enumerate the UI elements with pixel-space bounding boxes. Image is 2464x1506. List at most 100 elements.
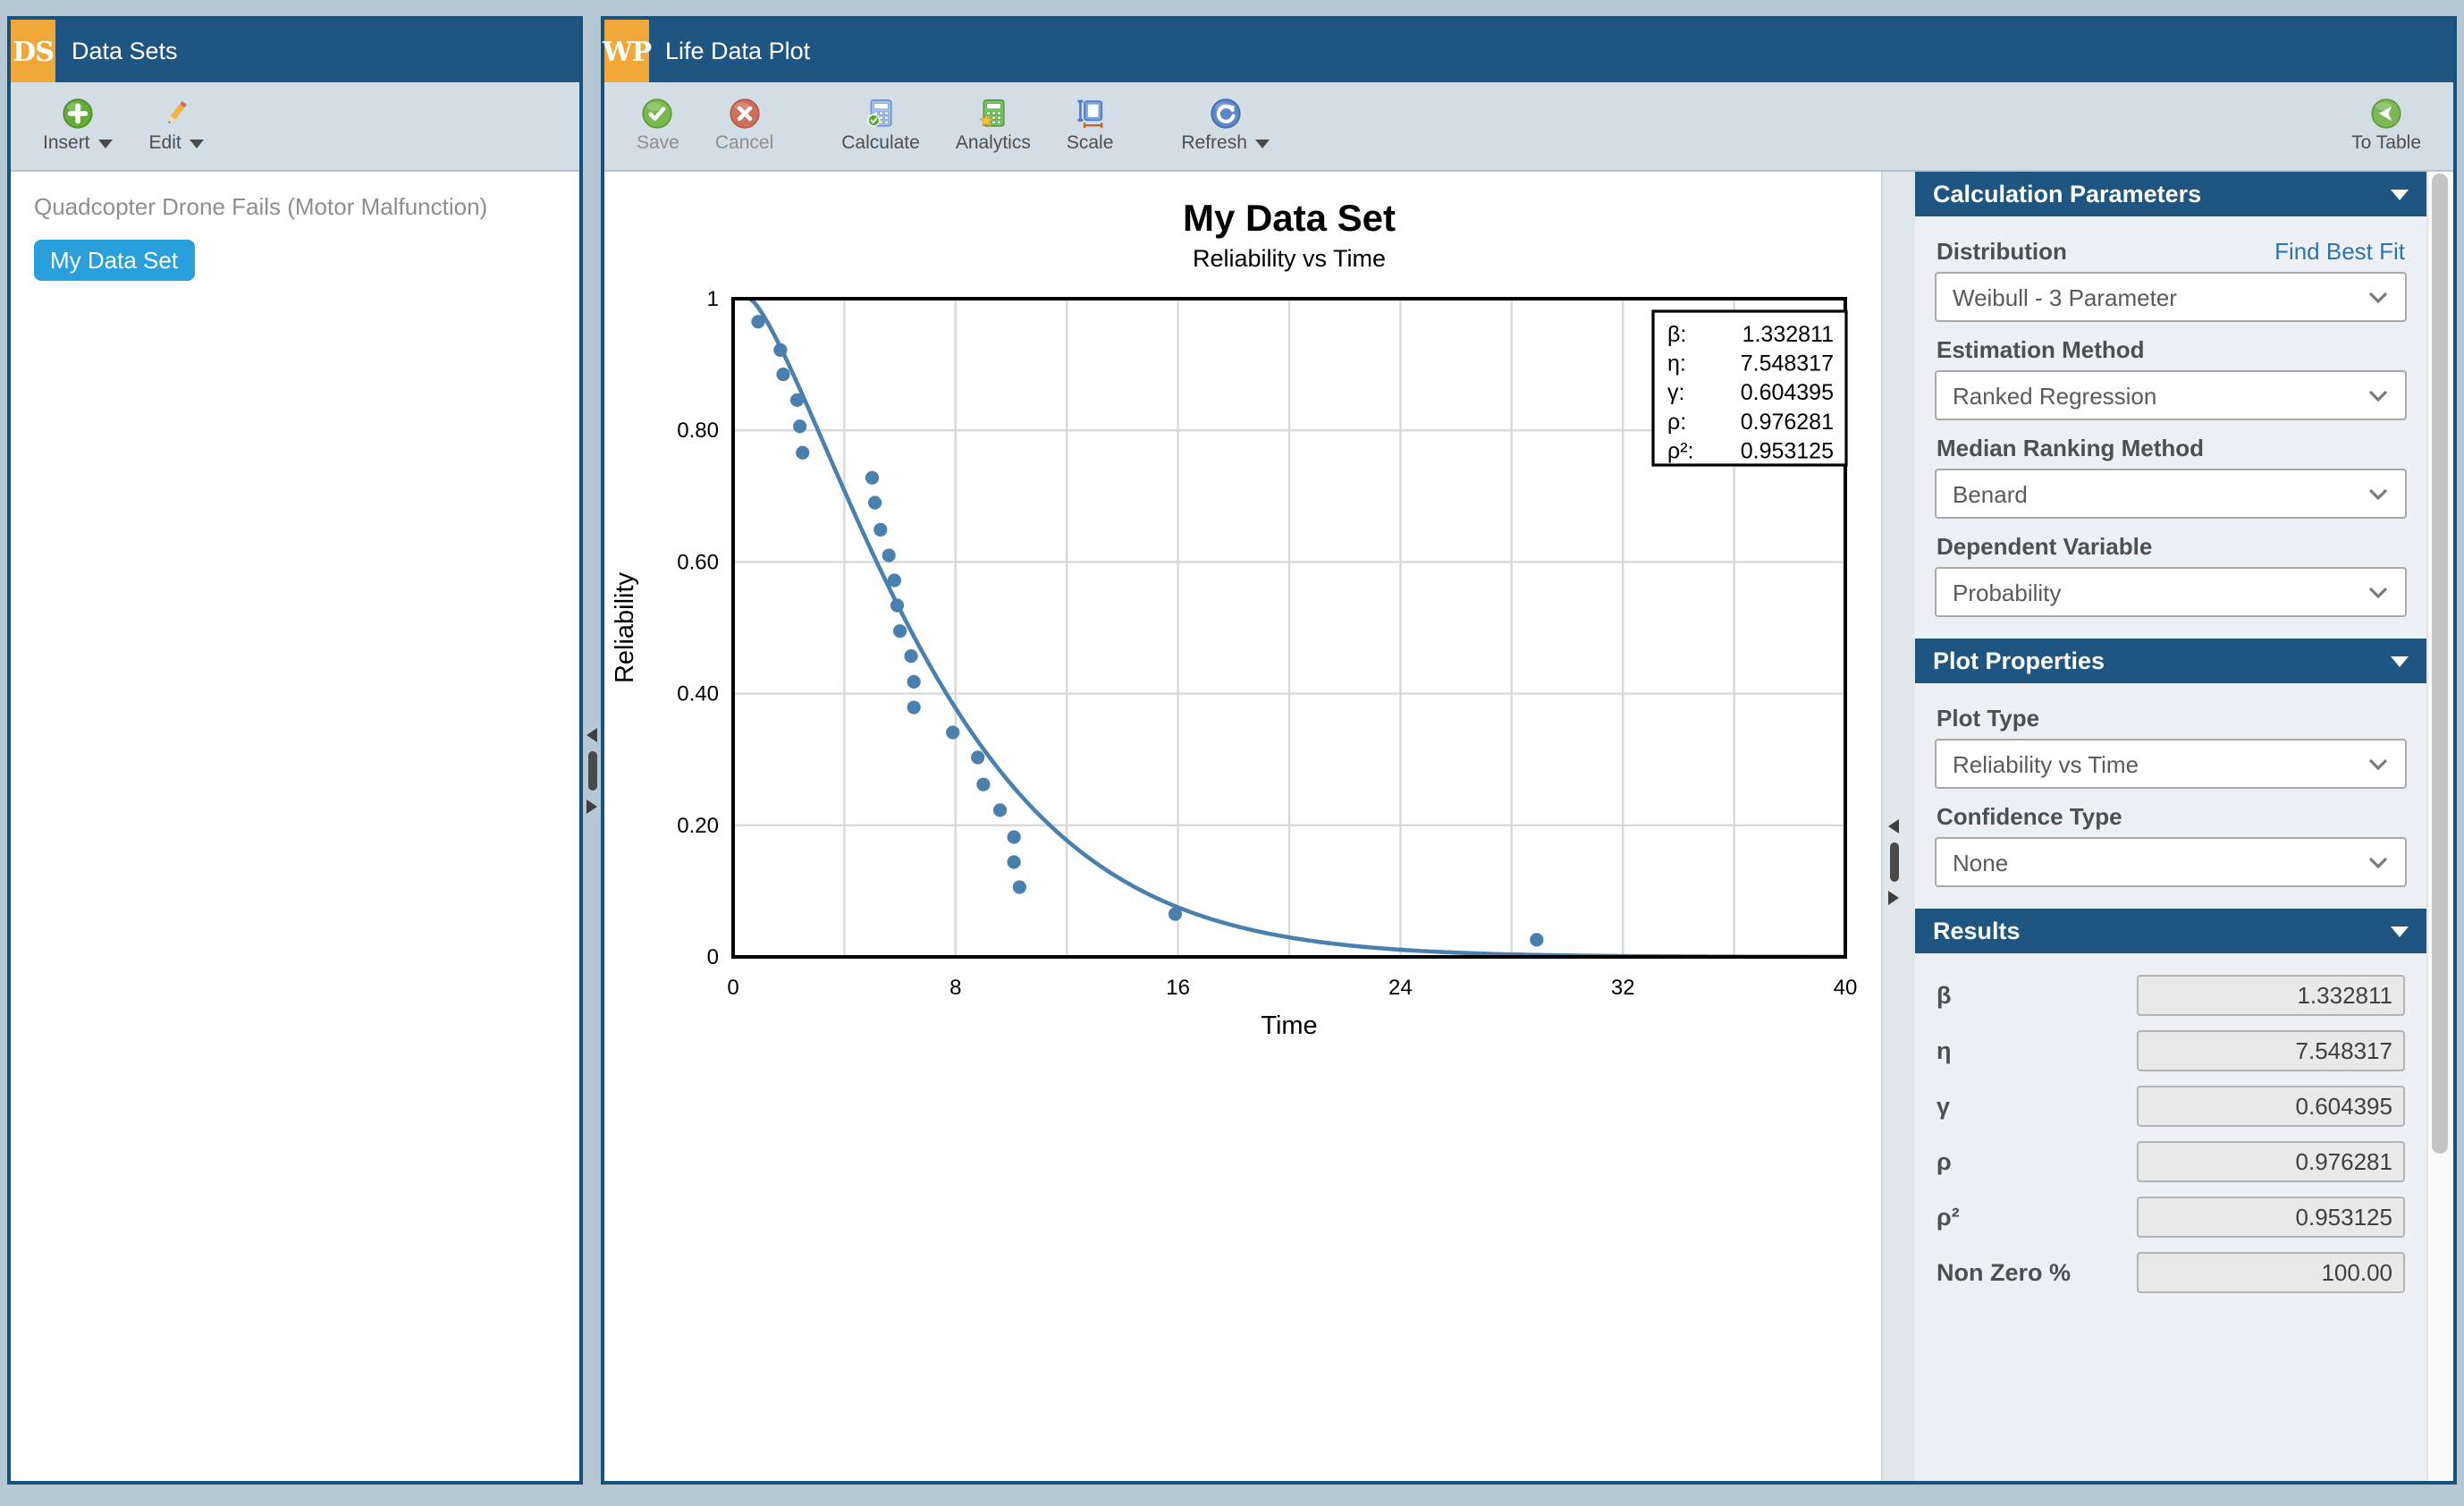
life-data-plot-title: Life Data Plot bbox=[665, 38, 811, 64]
splitter-collapse-right-icon[interactable] bbox=[586, 800, 597, 814]
analytics-button[interactable]: Analytics bbox=[941, 95, 1045, 157]
sidebar-splitter[interactable] bbox=[1881, 172, 1915, 1481]
data-set-item[interactable]: Quadcopter Drone Fails (Motor Malfunctio… bbox=[34, 193, 488, 220]
axis-tick-labels: 0 8 16 24 32 40 1 0.80 0.60 0.40 0.20 0 bbox=[677, 287, 1857, 1000]
refresh-label: Refresh bbox=[1181, 132, 1247, 154]
calculation-parameters-header[interactable]: Calculation Parameters bbox=[1915, 172, 2426, 216]
chart-title: My Data Set bbox=[1183, 197, 1396, 239]
confidence-type-label: Confidence Type bbox=[1937, 803, 2122, 830]
save-button[interactable]: Save bbox=[622, 95, 694, 157]
chevron-down-icon bbox=[2368, 586, 2388, 598]
chevron-down-icon bbox=[2368, 856, 2388, 868]
life-data-plot-window: WP Life Data Plot Save Cancel bbox=[601, 16, 2457, 1485]
svg-text:0.60: 0.60 bbox=[677, 550, 719, 574]
plot-toolbar: Save Cancel bbox=[604, 82, 2453, 172]
result-row: Non Zero % 100.00 bbox=[1937, 1252, 2405, 1293]
data-sets-title: Data Sets bbox=[72, 38, 178, 64]
analytics-calculator-icon bbox=[978, 99, 1005, 127]
refresh-dropdown-caret-icon bbox=[1255, 139, 1270, 148]
life-data-plot-logo: WP bbox=[603, 20, 652, 82]
plot-properties-title: Plot Properties bbox=[1933, 647, 2105, 674]
life-data-plot-header: WP Life Data Plot bbox=[603, 20, 2453, 82]
data-point bbox=[893, 624, 907, 639]
section-collapse-caret-icon bbox=[2391, 926, 2409, 936]
edit-pencil-icon bbox=[168, 101, 188, 124]
refresh-icon bbox=[1211, 98, 1241, 129]
dependent-variable-label: Dependent Variable bbox=[1937, 533, 2153, 560]
to-table-button[interactable]: To Table bbox=[2337, 95, 2435, 157]
result-row: η 7.548317 bbox=[1937, 1030, 2405, 1071]
splitter-collapse-left-icon[interactable] bbox=[586, 728, 597, 742]
data-point bbox=[971, 750, 985, 765]
data-point bbox=[882, 548, 896, 563]
svg-text:0.20: 0.20 bbox=[677, 814, 719, 838]
data-point bbox=[976, 777, 991, 791]
result-value-rho: 0.976281 bbox=[2137, 1141, 2405, 1182]
dependent-variable-select[interactable]: Probability bbox=[1935, 567, 2407, 617]
refresh-button[interactable]: Refresh bbox=[1167, 95, 1285, 157]
result-row: ρ 0.976281 bbox=[1937, 1141, 2405, 1182]
splitter-grip[interactable] bbox=[587, 751, 596, 791]
sidebar-splitter-grip[interactable] bbox=[1889, 842, 1898, 882]
edit-label: Edit bbox=[148, 132, 181, 154]
plot-border bbox=[731, 297, 1847, 959]
data-point bbox=[907, 674, 921, 689]
data-sets-window: DS Data Sets Insert bbox=[7, 16, 583, 1485]
grid-lines bbox=[733, 299, 1845, 957]
data-point bbox=[868, 495, 882, 510]
plot-type-select[interactable]: Reliability vs Time bbox=[1935, 739, 2407, 789]
result-row: γ 0.604395 bbox=[1937, 1086, 2405, 1127]
confidence-type-select[interactable]: None bbox=[1935, 837, 2407, 887]
data-point bbox=[776, 368, 790, 382]
data-set-item-selected[interactable]: My Data Set bbox=[34, 240, 195, 281]
edit-button[interactable]: Edit bbox=[135, 95, 219, 157]
sidebar-splitter-collapse-right-icon[interactable] bbox=[1888, 891, 1899, 905]
scale-button[interactable]: Scale bbox=[1052, 95, 1128, 157]
result-value-beta: 1.332811 bbox=[2137, 975, 2405, 1016]
y-axis-label: Reliability bbox=[611, 571, 639, 683]
distribution-select[interactable]: Weibull - 3 Parameter bbox=[1935, 272, 2407, 322]
results-body: β 1.332811 η 7.548317 γ 0.604395 ρ 0.976281 … bbox=[1915, 953, 2426, 1329]
plot-sidebar: Calculation Parameters Distribution Find… bbox=[1915, 172, 2426, 1481]
results-header[interactable]: Results bbox=[1915, 909, 2426, 953]
data-point bbox=[796, 445, 810, 460]
data-point bbox=[1168, 907, 1183, 921]
sidebar-scrollbar-thumb[interactable] bbox=[2432, 173, 2448, 1154]
result-row: β 1.332811 bbox=[1937, 975, 2405, 1016]
data-points bbox=[751, 315, 1544, 947]
data-point bbox=[789, 393, 805, 407]
svg-text:γ:: γ: bbox=[1667, 380, 1684, 405]
plot-properties-header[interactable]: Plot Properties bbox=[1915, 639, 2426, 683]
x-axis-label: Time bbox=[1261, 1011, 1317, 1040]
estimation-method-label: Estimation Method bbox=[1937, 336, 2145, 363]
data-point bbox=[890, 598, 905, 613]
data-point bbox=[865, 470, 880, 485]
cancel-button[interactable]: Cancel bbox=[701, 95, 788, 157]
sidebar-scrollbar[interactable] bbox=[2426, 172, 2453, 1481]
analytics-label: Analytics bbox=[955, 132, 1031, 154]
window-splitter[interactable] bbox=[583, 16, 601, 1485]
data-sets-toolbar: Insert Edit bbox=[11, 82, 579, 172]
insert-button[interactable]: Insert bbox=[29, 95, 128, 157]
svg-text:0.604395: 0.604395 bbox=[1741, 380, 1834, 405]
plot-properties-body: Plot Type Reliability vs Time Confidence… bbox=[1915, 683, 2426, 909]
scale-ruler-icon bbox=[1077, 99, 1103, 129]
svg-text:0: 0 bbox=[727, 976, 738, 1000]
svg-text:0: 0 bbox=[707, 945, 719, 969]
median-ranking-method-select[interactable]: Benard bbox=[1935, 469, 2407, 519]
chevron-down-icon bbox=[2368, 389, 2388, 402]
estimation-method-select[interactable]: Ranked Regression bbox=[1935, 370, 2407, 420]
find-best-fit-link[interactable]: Find Best Fit bbox=[2274, 238, 2405, 265]
data-point bbox=[1007, 830, 1021, 844]
svg-text:β:: β: bbox=[1667, 322, 1686, 347]
data-point bbox=[992, 803, 1008, 817]
to-table-arrow-icon bbox=[2371, 98, 2401, 129]
svg-text:40: 40 bbox=[1834, 976, 1858, 1000]
calculate-button[interactable]: Calculate bbox=[827, 95, 934, 157]
calculation-parameters-body: Distribution Find Best Fit Weibull - 3 P… bbox=[1915, 216, 2426, 639]
parameter-legend: β: 1.332811 η: 7.548317 γ: 0.604395 ρ: 0.976281… bbox=[1651, 309, 1848, 467]
cancel-label: Cancel bbox=[714, 132, 774, 154]
sidebar-splitter-collapse-left-icon[interactable] bbox=[1888, 819, 1899, 833]
insert-label: Insert bbox=[43, 132, 90, 154]
